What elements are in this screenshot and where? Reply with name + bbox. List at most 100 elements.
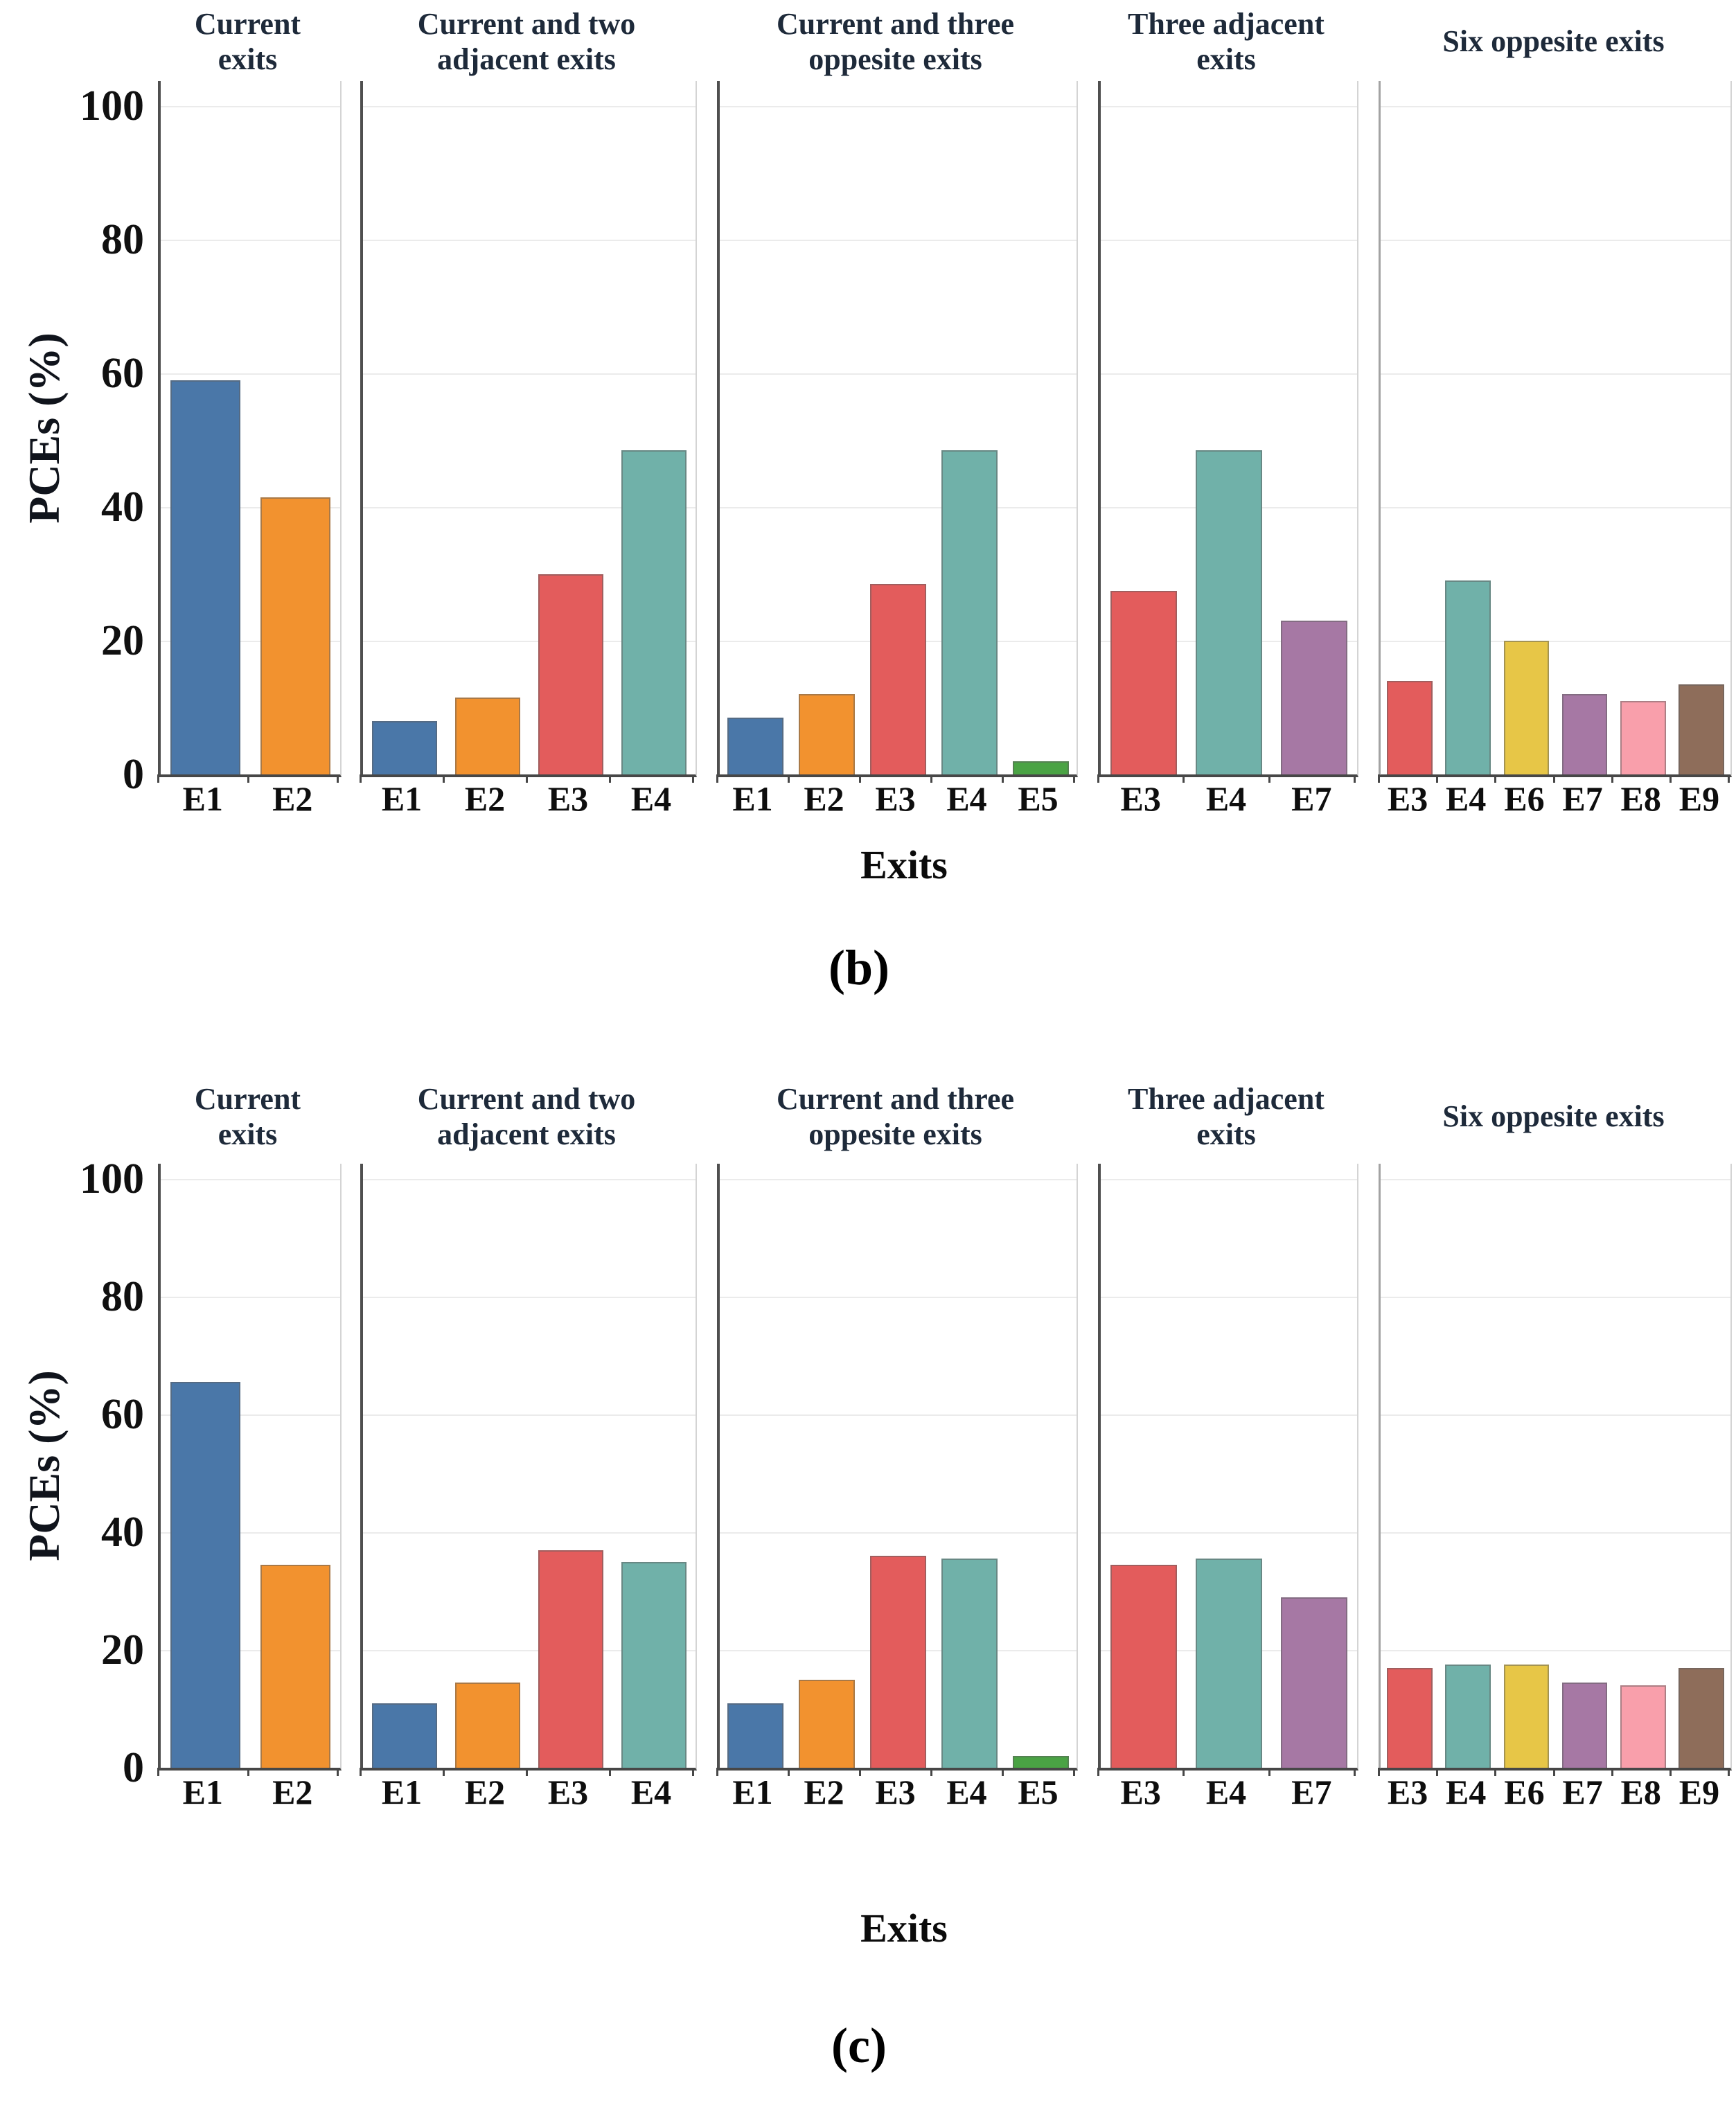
x-tick-mark (1728, 774, 1730, 783)
x-tick-mark (1268, 1768, 1270, 1776)
gridline-40 (363, 507, 696, 508)
gridline-100 (1381, 106, 1730, 107)
x-tick-mark (157, 1768, 159, 1776)
bar-E4 (1195, 450, 1263, 774)
bar-E7 (1281, 1597, 1348, 1768)
bar-E3 (1387, 680, 1433, 774)
x-tick-mark (1268, 774, 1270, 783)
x-tick-mark (859, 1768, 861, 1776)
x-tick-label-E9: E9 (1679, 1773, 1720, 1811)
x-tick-mark (1552, 1768, 1555, 1776)
bar-E1 (727, 717, 783, 774)
gridline-40 (363, 1532, 696, 1534)
y-tick-label-40: 40 (101, 483, 144, 531)
gridline-100 (1101, 1179, 1357, 1180)
gridline-60 (1101, 1414, 1357, 1416)
bar-E7 (1281, 621, 1348, 774)
x-tick-label-E4: E4 (630, 1773, 672, 1811)
x-tick-mark (716, 774, 718, 783)
x-tick-label-E4: E4 (1446, 779, 1487, 818)
gridline-80 (363, 1297, 696, 1298)
bar-E4 (1195, 1559, 1263, 1768)
bar-E9 (1679, 684, 1724, 774)
panel-4 (1098, 81, 1358, 777)
y-tick-label-20: 20 (101, 617, 144, 664)
panel-2 (360, 1164, 697, 1771)
y-tick-label-80: 80 (101, 1273, 144, 1320)
gridline-80 (161, 1297, 340, 1298)
x-tick-mark (716, 1768, 718, 1776)
gridline-60 (363, 1414, 696, 1416)
panel-title: Current and three oppesite exits (776, 6, 1015, 76)
x-tick-label-E5: E5 (1018, 779, 1059, 818)
x-tick-mark (609, 1768, 611, 1776)
panel-title: Current and two adjacent exits (417, 6, 636, 76)
panel-title: Current and three oppesite exits (776, 1081, 1015, 1151)
bar-E4 (621, 1561, 687, 1768)
gridline-80 (161, 240, 340, 241)
bar-E6 (1503, 641, 1550, 774)
x-tick-mark (360, 774, 362, 783)
gridline-20 (363, 1650, 696, 1651)
gridline-20 (161, 641, 340, 642)
panel-title: Three adjacent exits (1128, 6, 1325, 76)
x-tick-mark (157, 774, 159, 783)
gridline-100 (363, 106, 696, 107)
bar-E1 (372, 1703, 437, 1768)
x-tick-mark (1354, 1768, 1356, 1776)
gridline-80 (720, 1297, 1077, 1298)
bar-E3 (538, 1550, 603, 1768)
gridline-60 (720, 1414, 1077, 1416)
panel-3 (717, 1164, 1078, 1771)
panel-title: Six oppesite exits (1442, 24, 1665, 59)
bar-E3 (870, 1556, 926, 1768)
y-tick-label-40: 40 (101, 1509, 144, 1556)
bar-E8 (1620, 1685, 1666, 1768)
subfigure-caption-b: (b) (829, 940, 889, 995)
x-tick-label-E3: E3 (1120, 1773, 1161, 1811)
x-tick-mark (1073, 774, 1075, 783)
x-tick-mark (692, 774, 694, 783)
gridline-40 (161, 507, 340, 508)
x-tick-label-E4: E4 (1446, 1773, 1487, 1811)
x-tick-mark (1494, 1768, 1497, 1776)
panel-title: Current and two adjacent exits (417, 1081, 636, 1151)
bar-E2 (455, 1682, 520, 1768)
y-tick-label-0: 0 (123, 751, 144, 798)
bar-E2 (455, 698, 520, 774)
x-tick-label-E6: E6 (1504, 1773, 1545, 1811)
gridline-20 (1381, 641, 1730, 642)
x-tick-mark (1611, 774, 1613, 783)
x-tick-label-E2: E2 (272, 779, 313, 818)
bar-E2 (799, 694, 855, 774)
x-tick-mark (247, 1768, 249, 1776)
x-tick-label-E4: E4 (630, 779, 672, 818)
x-tick-label-E1: E1 (381, 1773, 423, 1811)
gridline-20 (1381, 1650, 1730, 1651)
bar-E3 (1110, 1564, 1177, 1768)
x-tick-label-E9: E9 (1679, 779, 1720, 818)
bar-E1 (372, 720, 437, 774)
bar-E5 (1013, 1756, 1069, 1768)
gridline-40 (720, 1532, 1077, 1534)
bar-E3 (1110, 590, 1177, 774)
gridline-20 (161, 1650, 340, 1651)
gridline-100 (1101, 106, 1357, 107)
x-tick-label-E3: E3 (875, 779, 916, 818)
x-tick-mark (1378, 774, 1380, 783)
x-tick-label-E3: E3 (875, 1773, 916, 1811)
bar-E4 (621, 450, 687, 774)
gridline-40 (720, 507, 1077, 508)
y-tick-label-60: 60 (101, 350, 144, 397)
gridline-40 (161, 1532, 340, 1534)
x-tick-label-E3: E3 (1387, 1773, 1428, 1811)
y-tick-label-60: 60 (101, 1391, 144, 1438)
x-tick-label-E3: E3 (1120, 779, 1161, 818)
gridline-20 (363, 641, 696, 642)
bar-E2 (260, 497, 330, 774)
panel-1 (158, 81, 342, 777)
gridline-100 (1381, 1179, 1730, 1180)
x-axis-label: Exits (860, 1906, 948, 1951)
